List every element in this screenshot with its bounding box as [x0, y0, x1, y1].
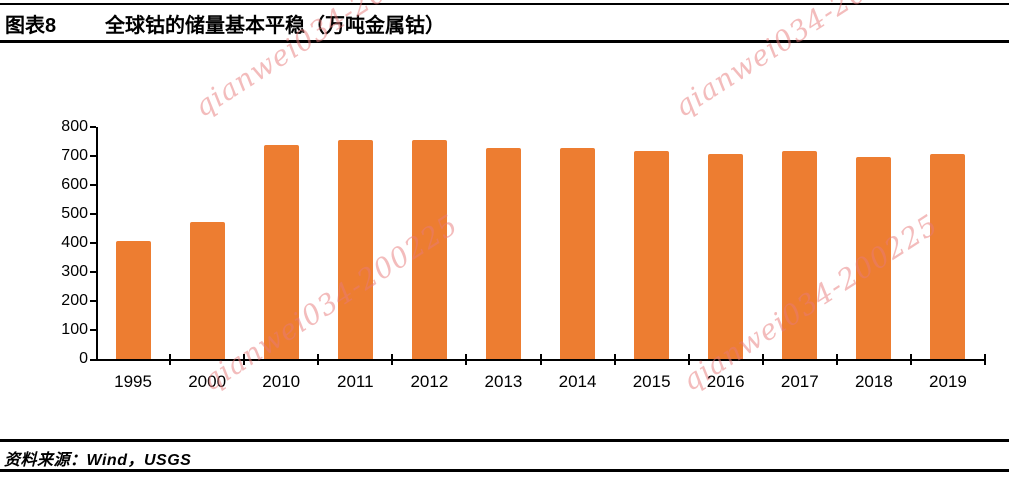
- figure-label: 图表8: [5, 15, 57, 37]
- x-axis-label: 2017: [780, 372, 819, 391]
- y-axis-label: 300: [61, 262, 88, 280]
- source-text: Wind，USGS: [86, 452, 192, 469]
- bar: [708, 154, 744, 359]
- bar: [189, 222, 225, 359]
- x-axis-label: 2000: [188, 372, 227, 391]
- header-top-rule: [0, 3, 1009, 5]
- x-tick: [984, 354, 986, 365]
- footer-top-rule: [0, 439, 1009, 442]
- y-axis-label: 700: [61, 146, 88, 164]
- y-axis-label: 100: [61, 320, 88, 338]
- y-tick: [90, 242, 96, 245]
- x-tick: [909, 354, 912, 365]
- x-axis-label: 2011: [337, 372, 374, 391]
- x-tick: [391, 354, 394, 365]
- y-axis-label: 200: [61, 291, 88, 309]
- source-label: 资料来源：: [4, 452, 87, 469]
- y-tick: [90, 271, 96, 274]
- y-axis-label: 0: [79, 350, 88, 367]
- x-tick: [539, 354, 542, 365]
- x-axis-label: 2019: [929, 372, 967, 391]
- x-tick: [243, 354, 246, 365]
- bar: [115, 241, 151, 359]
- bar: [485, 148, 521, 359]
- y-axis-label: 500: [61, 204, 88, 222]
- x-tick: [465, 354, 468, 365]
- y-tick: [90, 300, 96, 303]
- y-axis-line: [96, 126, 98, 361]
- y-tick: [90, 329, 96, 332]
- bar: [634, 151, 670, 359]
- x-tick: [761, 354, 764, 365]
- x-tick: [169, 354, 172, 365]
- footer-bottom-rule: [0, 469, 1009, 472]
- y-tick: [90, 126, 96, 128]
- x-tick: [687, 354, 690, 365]
- y-tick: [90, 184, 96, 187]
- x-axis-label: 2013: [484, 372, 523, 391]
- x-tick: [613, 354, 616, 365]
- bar: [856, 157, 892, 359]
- source-note: 资料来源：Wind，USGS: [4, 446, 191, 470]
- title-bottom-rule: [0, 40, 1009, 43]
- x-axis-label: 2012: [410, 372, 449, 391]
- x-axis-label: 2014: [558, 372, 597, 391]
- x-tick: [835, 354, 838, 365]
- bar: [337, 139, 373, 359]
- x-axis-label: 2016: [706, 372, 745, 391]
- figure-title-row: 图表8 全球钴的储量基本平稳（万吨金属钴）: [5, 9, 445, 38]
- y-axis-label: 400: [61, 233, 88, 251]
- bar: [263, 145, 299, 359]
- x-tick: [317, 354, 320, 365]
- bar: [411, 139, 447, 359]
- x-axis-label: 2018: [854, 372, 893, 391]
- y-axis-label: 800: [61, 117, 88, 135]
- y-axis-label: 600: [61, 175, 88, 193]
- bar: [560, 148, 596, 359]
- y-tick: [90, 213, 96, 216]
- x-axis-label: 2015: [632, 372, 671, 391]
- page-title: 全球钴的储量基本平稳（万吨金属钴）: [105, 15, 445, 37]
- bar: [930, 154, 966, 359]
- x-axis-label: 2010: [262, 372, 301, 391]
- x-axis-label: 1995: [114, 372, 152, 391]
- y-tick: [90, 358, 96, 361]
- bar: [782, 151, 818, 359]
- y-tick: [90, 155, 96, 158]
